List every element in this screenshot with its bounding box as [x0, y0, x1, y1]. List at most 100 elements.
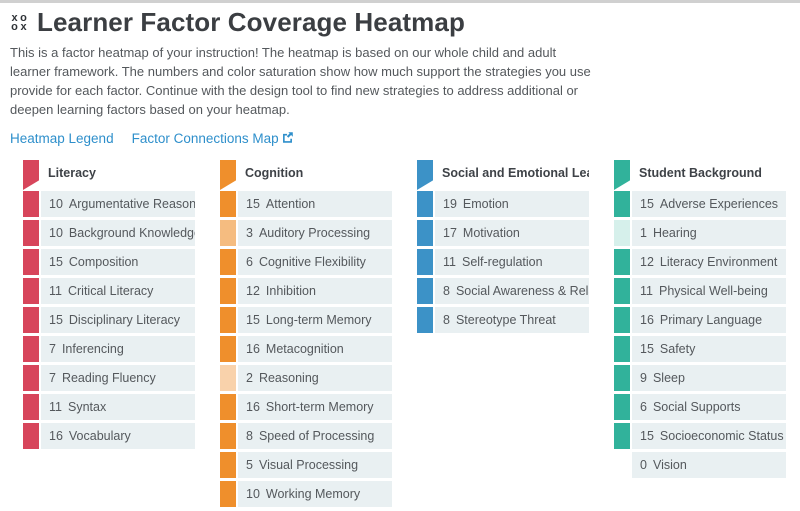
factor-label: Inferencing: [61, 342, 124, 356]
factor-heat-cell: [23, 249, 39, 275]
factor-row: 8 Social Awareness & Relati...: [417, 278, 589, 304]
factor-cell: 3 Auditory Processing: [238, 220, 392, 246]
factor-label: Inhibition: [265, 284, 316, 298]
factor-row: 10 Argumentative Reasoning: [23, 191, 195, 217]
factor-heat-cell: [23, 365, 39, 391]
factor-label: Argumentative Reasoning: [68, 197, 195, 211]
factor-cell: 5 Visual Processing: [238, 452, 392, 478]
factor-cell: 8 Social Awareness & Relati...: [435, 278, 589, 304]
factor-row: 11 Self-regulation: [417, 249, 589, 275]
factor-row: 11 Syntax: [23, 394, 195, 420]
factor-heat-cell: [220, 191, 236, 217]
factor-label: Reasoning: [258, 371, 319, 385]
external-link-icon: [281, 131, 294, 144]
factor-value: 15: [640, 342, 654, 356]
column-pennant-icon: [614, 160, 630, 190]
factor-row: 10 Background Knowledge: [23, 220, 195, 246]
factor-heat-cell: [614, 249, 630, 275]
factor-cell: 11 Self-regulation: [435, 249, 589, 275]
factor-cell: 16 Vocabulary: [41, 423, 195, 449]
factor-label: Vocabulary: [68, 429, 131, 443]
factor-heat-cell: [220, 278, 236, 304]
column-pennant-icon: [220, 160, 236, 190]
factor-label: Cognitive Flexibility: [258, 255, 366, 269]
column-pennant-icon: [417, 160, 433, 190]
factor-row: 7 Reading Fluency: [23, 365, 195, 391]
factor-row: 16 Metacognition: [220, 336, 392, 362]
column-header: Social and Emotional Lea...: [417, 160, 589, 190]
factor-heat-cell: [23, 307, 39, 333]
factor-label: Emotion: [462, 197, 509, 211]
factor-row: 15 Composition: [23, 249, 195, 275]
factor-value: 12: [640, 255, 654, 269]
factor-row: 1 Hearing: [614, 220, 786, 246]
factor-label: Vision: [652, 458, 687, 472]
factor-cell: 15 Safety: [632, 336, 786, 362]
column-rows: 19 Emotion 17 Motivation 11 Self-regulat…: [417, 191, 589, 333]
factor-value: 16: [49, 429, 63, 443]
factor-label: Socioeconomic Status: [659, 429, 784, 443]
factor-heat-cell: [417, 278, 433, 304]
factor-heat-cell: [614, 423, 630, 449]
factor-value: 15: [49, 313, 63, 327]
factor-row: 15 Disciplinary Literacy: [23, 307, 195, 333]
factor-connections-map-link[interactable]: Factor Connections Map: [132, 131, 294, 146]
factor-label: Working Memory: [265, 487, 361, 501]
column-header: Cognition: [220, 160, 392, 190]
factor-cell: 6 Social Supports: [632, 394, 786, 420]
factor-cell: 17 Motivation: [435, 220, 589, 246]
factor-row: 15 Socioeconomic Status: [614, 423, 786, 449]
factor-row: 9 Sleep: [614, 365, 786, 391]
factor-label: Composition: [68, 255, 139, 269]
column-title: Social and Emotional Lea...: [442, 166, 589, 180]
factor-label: Stereotype Threat: [455, 313, 556, 327]
factor-value: 8: [443, 313, 450, 327]
factor-row: 15 Safety: [614, 336, 786, 362]
factor-heat-cell: [220, 307, 236, 333]
factor-heat-cell: [417, 307, 433, 333]
factor-value: 12: [246, 284, 260, 298]
factor-value: 11: [640, 284, 653, 298]
factor-heat-cell: [220, 452, 236, 478]
column-title: Cognition: [245, 166, 304, 180]
factor-row: 11 Physical Well-being: [614, 278, 786, 304]
column-rows: 15 Adverse Experiences 1 Hearing 12 Lite…: [614, 191, 786, 478]
factor-heat-cell: [23, 191, 39, 217]
factor-cell: 8 Speed of Processing: [238, 423, 392, 449]
factor-cell: 19 Emotion: [435, 191, 589, 217]
factor-cell: 0 Vision: [632, 452, 786, 478]
factor-heat-cell: [220, 423, 236, 449]
factor-cell: 10 Argumentative Reasoning: [41, 191, 195, 217]
factor-heat-cell: [614, 191, 630, 217]
factor-row: 12 Literacy Environment: [614, 249, 786, 275]
factor-value: 0: [640, 458, 647, 472]
factor-value: 5: [246, 458, 253, 472]
icon-glyph: o: [11, 21, 18, 33]
factor-label: Visual Processing: [258, 458, 359, 472]
factor-cell: 7 Inferencing: [41, 336, 195, 362]
factor-row: 16 Short-term Memory: [220, 394, 392, 420]
factor-cell: 15 Socioeconomic Status: [632, 423, 786, 449]
factor-heat-cell: [614, 336, 630, 362]
heatmap-legend-link[interactable]: Heatmap Legend: [10, 131, 114, 146]
factor-value: 15: [246, 197, 260, 211]
factor-heat-cell: [23, 220, 39, 246]
factor-heat-cell: [614, 394, 630, 420]
factor-heat-cell: [614, 452, 630, 478]
page-description: This is a factor heatmap of your instruc…: [10, 45, 591, 117]
factor-heat-cell: [417, 220, 433, 246]
factor-value: 1: [640, 226, 647, 240]
factor-row: 12 Inhibition: [220, 278, 392, 304]
column-rows: 15 Attention 3 Auditory Processing 6 Cog…: [220, 191, 392, 507]
factor-label: Social Awareness & Relati...: [455, 284, 589, 298]
factor-cell: 16 Metacognition: [238, 336, 392, 362]
factor-cell: 6 Cognitive Flexibility: [238, 249, 392, 275]
factor-row: 11 Critical Literacy: [23, 278, 195, 304]
factor-cell: 10 Working Memory: [238, 481, 392, 507]
factor-label: Attention: [265, 197, 316, 211]
factor-heat-cell: [23, 423, 39, 449]
column-title: Literacy: [48, 166, 96, 180]
heatmap-column: Social and Emotional Lea... 19 Emotion 1…: [417, 160, 589, 507]
factor-cell: 7 Reading Fluency: [41, 365, 195, 391]
factor-row: 16 Primary Language: [614, 307, 786, 333]
